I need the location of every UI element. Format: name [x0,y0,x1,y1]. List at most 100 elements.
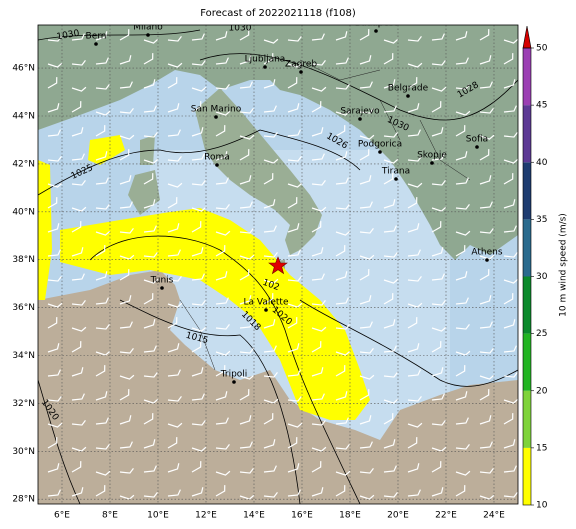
wind-barb [359,29,370,41]
wind-barb [239,81,253,89]
wind-barb [215,324,230,330]
wind-barb [287,343,300,353]
wind-barb [191,367,204,377]
wind-barb [335,31,348,41]
graticule [38,25,518,504]
wind-barb [287,437,298,449]
colorbar-segment [523,105,531,163]
wind-barb [71,180,86,186]
wind-barb [167,182,183,188]
city-dot [214,115,218,119]
wind-barb [503,345,517,353]
wind-barb [119,321,133,329]
wind-barb [479,175,492,185]
wind-barb [143,79,156,89]
wind-barb [407,197,418,209]
wind-barb [503,225,517,233]
wind-barb [431,367,444,377]
wind-barb [71,33,85,41]
wind-barb [479,201,493,209]
wind-barb [47,302,63,308]
wind-barb [359,134,375,140]
wind-barb [95,230,111,236]
wind-barb [287,223,300,233]
wind-barb [47,36,62,42]
wind-barb [503,53,514,65]
wind-barb [263,293,274,305]
wind-barb [359,321,373,329]
axes: 6°E 8°E 10°E 12°E 14°E 16°E 18°E 20°E 22°E 24°E 28… [12,64,505,521]
wind-barb [311,60,326,66]
wind-barb [287,36,302,42]
wind-barb [311,33,325,41]
wind-barb [335,245,346,257]
wind-barb [119,441,133,449]
wind-barb [143,53,154,65]
wind-barb [359,269,370,281]
city-label: Roma [204,153,230,163]
wind-barb [239,494,255,500]
wind-barb [167,343,180,353]
wind-barb [191,206,207,212]
title: Forecast of 2022021118 (f108) [200,8,356,19]
wind-barb [95,297,109,305]
wind-area [88,135,125,165]
wind-barb [359,108,374,114]
city-dot [358,117,362,121]
wind-barb [47,77,58,89]
wind-barb [407,369,421,377]
wind-barb [71,461,82,473]
wind-barb [119,29,130,41]
wind-barb [383,225,397,233]
wind-barb [263,345,277,353]
wind-barb [311,273,325,281]
wind-barb [359,494,375,500]
wind-barb [431,33,445,41]
wind-barb [119,55,132,65]
wind-barb [215,350,231,356]
wind-barb [167,62,183,68]
wind-barb [167,437,178,449]
wind-barb [359,254,375,260]
wind-barb [239,321,253,329]
lat-tick-label: 36°N [12,303,35,313]
wind-barb [503,293,514,305]
wind-barb [311,367,324,377]
wind-barb [287,317,298,329]
city-dot [374,29,378,33]
wind-barb [359,55,372,65]
wind-barb [215,485,226,497]
wind-barb [143,38,159,44]
city-label: Budapest [355,19,398,29]
wind-area [38,160,52,300]
wind-barb [287,62,303,68]
wind-barb [167,396,182,402]
wind-barb [239,348,254,354]
wind-barb [215,230,231,236]
wind-barb [455,444,470,450]
wind-barb [479,374,495,380]
wind-barb [455,110,471,116]
wind-barb [479,389,490,401]
lat-tick-label: 40°N [12,207,35,217]
city-label: Tirana [381,167,410,177]
lon-tick-label: 14°E [243,511,265,521]
wind-barb [383,105,397,113]
wind-barb [359,295,372,305]
wind-barb [263,252,278,258]
wind-barb [479,29,490,41]
city-label: San Marino [191,105,242,115]
wind-barb [287,182,303,188]
wind-barb [239,415,252,425]
wind-barb [407,223,420,233]
city-dot [430,161,434,165]
wind-barb [407,437,418,449]
wind-barb [431,60,446,66]
city-label: Sarajevo [340,107,380,117]
wind-barb [407,396,422,402]
wind-barb [95,470,111,476]
wind-barb [215,57,229,65]
wind-barb [191,60,206,66]
wind-barb [407,302,423,308]
colorbar-segment [523,48,531,106]
